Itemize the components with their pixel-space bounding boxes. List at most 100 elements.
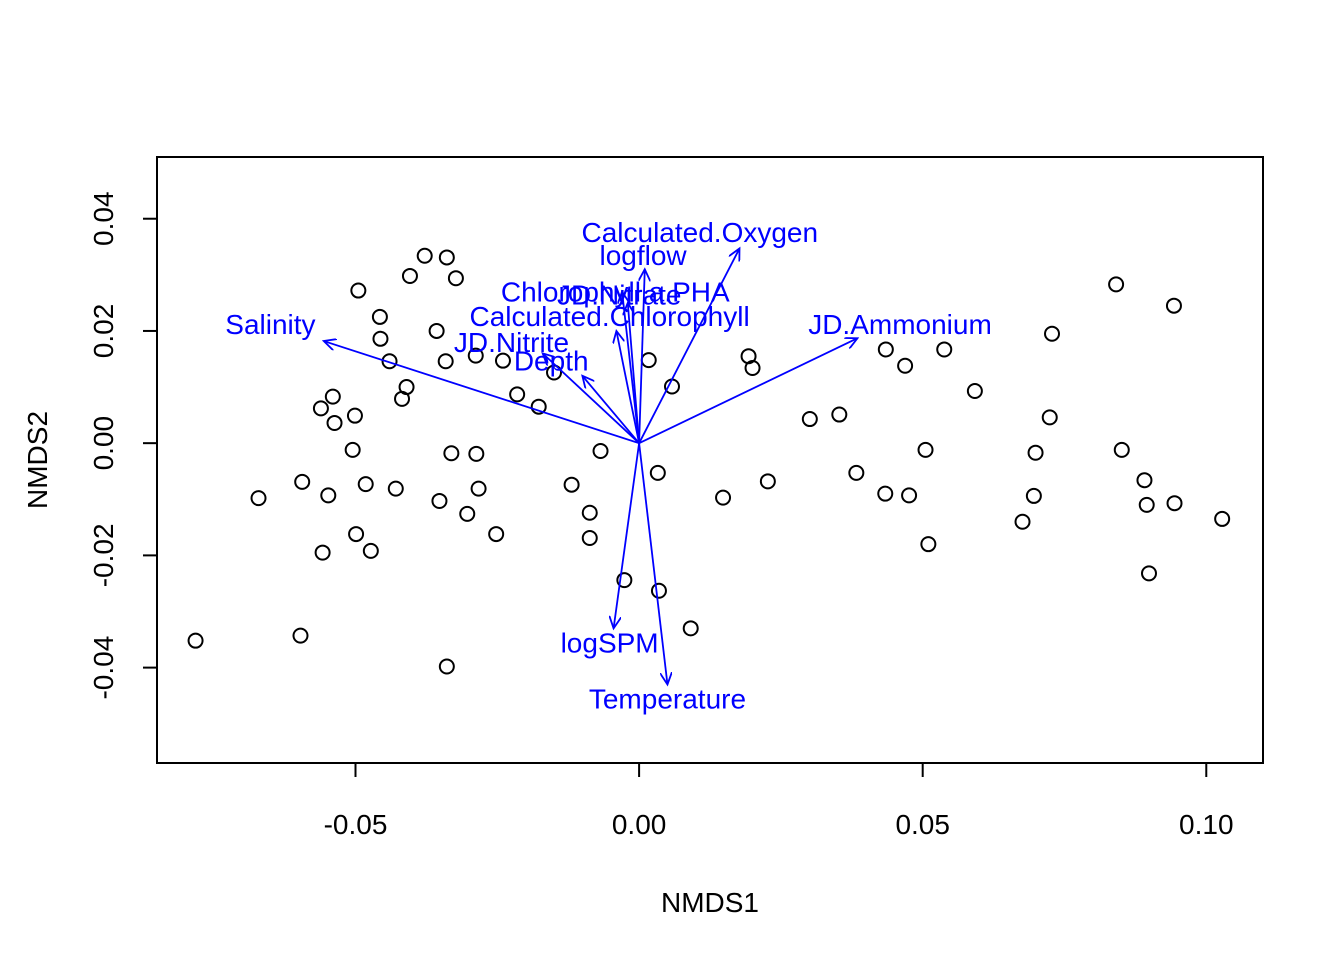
site-point [831, 406, 848, 423]
x-tick-label: -0.05 [324, 809, 388, 840]
site-point [438, 658, 455, 675]
site-point [663, 378, 680, 395]
site-point [312, 400, 329, 417]
site-point [447, 270, 464, 287]
site-point [1113, 441, 1130, 458]
site-point [581, 504, 598, 521]
site-point [509, 386, 526, 403]
y-tick-label: -0.04 [88, 636, 119, 700]
y-tick-label: 0.00 [88, 416, 119, 471]
y-tick-label: -0.02 [88, 523, 119, 587]
site-point [459, 505, 476, 522]
site-point [320, 487, 337, 504]
site-point [468, 445, 485, 462]
site-point [348, 526, 365, 543]
x-tick-label: 0.05 [895, 809, 950, 840]
site-point [1108, 276, 1125, 293]
site-point [494, 352, 511, 369]
site-point [715, 489, 732, 506]
vector-label: Temperature [589, 683, 746, 714]
vector-arrow [324, 341, 640, 445]
site-point [759, 473, 776, 490]
y-axis-title: NMDS2 [22, 411, 53, 509]
site-point [901, 487, 918, 504]
site-point [346, 407, 363, 424]
site-point [650, 582, 667, 599]
vector-arrow [638, 338, 857, 444]
site-point [324, 388, 341, 405]
site-point [682, 620, 699, 637]
vector-label: JD.Nitrite [454, 327, 569, 358]
vector-arrow [614, 443, 640, 628]
site-point [897, 357, 914, 374]
site-point [848, 464, 865, 481]
site-point [467, 347, 484, 364]
site-point [1140, 565, 1157, 582]
site-point [431, 492, 448, 509]
site-point [917, 441, 934, 458]
vector-label: Chlorophyll.a.PHA [501, 277, 730, 308]
site-point [877, 485, 894, 502]
site-point [350, 282, 367, 299]
vector-arrow [638, 443, 667, 684]
x-tick-label: 0.00 [612, 809, 667, 840]
site-point [294, 473, 311, 490]
site-point [292, 627, 309, 644]
vector-label: Salinity [225, 309, 315, 340]
site-point [372, 330, 389, 347]
site-point [438, 249, 455, 266]
vector-label: JD.Nitrate [557, 279, 681, 310]
site-point [801, 411, 818, 428]
site-point [616, 572, 633, 589]
site-point [563, 476, 580, 493]
site-point [592, 443, 609, 460]
vector-label: logSPM [561, 627, 659, 658]
site-point [443, 445, 460, 462]
vector-arrow [543, 353, 640, 444]
y-axis: -0.04 -0.02 0.00 0.02 0.04 [88, 191, 158, 700]
site-point [416, 247, 433, 264]
vector-arrow [622, 292, 640, 444]
y-tick-label: 0.02 [88, 304, 119, 359]
site-point [488, 526, 505, 543]
site-point [1025, 487, 1042, 504]
vector-label: JD.Ammonium [808, 309, 992, 340]
site-point [920, 536, 937, 553]
site-point [437, 353, 454, 370]
site-point [877, 341, 894, 358]
vector-arrow [638, 248, 739, 444]
site-point [428, 322, 445, 339]
site-point [1165, 297, 1182, 314]
vector-label: Calculated.Chlorophyll [470, 301, 750, 332]
site-point [1166, 495, 1183, 512]
vector-arrow [582, 376, 640, 444]
site-point [581, 529, 598, 546]
site-point [1014, 513, 1031, 530]
site-point [640, 352, 657, 369]
y-tick-label: 0.04 [88, 191, 119, 246]
site-point [250, 490, 267, 507]
x-axis: -0.05 0.00 0.05 0.10 [324, 762, 1234, 840]
x-tick-label: 0.10 [1179, 809, 1234, 840]
vector-label: Depth [514, 346, 589, 377]
site-point [1041, 409, 1058, 426]
site-point [381, 353, 398, 370]
site-point [187, 632, 204, 649]
x-axis-title: NMDS1 [661, 887, 759, 918]
site-points [187, 247, 1231, 675]
site-point [326, 414, 343, 431]
site-point [1044, 325, 1061, 342]
site-point [362, 542, 379, 559]
vector-arrow [616, 331, 640, 444]
vector-arrow [638, 269, 645, 444]
site-point [744, 359, 761, 376]
site-point [1136, 472, 1153, 489]
site-point [371, 308, 388, 325]
site-point [530, 398, 547, 415]
site-point [649, 464, 666, 481]
site-point [344, 441, 361, 458]
site-point [966, 382, 983, 399]
site-point [470, 480, 487, 497]
